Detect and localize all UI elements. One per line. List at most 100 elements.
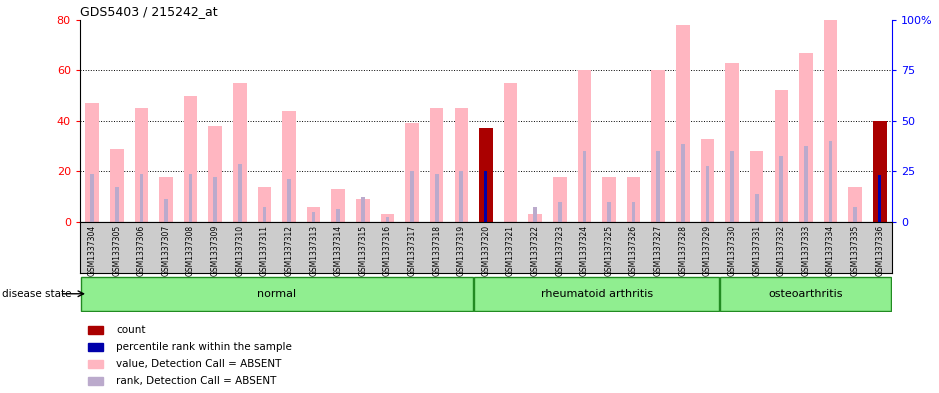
Bar: [410, 171, 414, 222]
Bar: [386, 217, 390, 222]
Bar: [307, 207, 320, 222]
Bar: [88, 326, 102, 334]
Text: GSM1337335: GSM1337335: [851, 224, 859, 276]
Text: rheumatoid arthritis: rheumatoid arthritis: [541, 289, 653, 299]
Bar: [848, 187, 862, 222]
Text: percentile rank within the sample: percentile rank within the sample: [116, 342, 292, 352]
Text: normal: normal: [257, 289, 297, 299]
Bar: [656, 151, 660, 222]
Text: GSM1337326: GSM1337326: [629, 224, 639, 276]
Bar: [134, 108, 148, 222]
Text: GSM1337333: GSM1337333: [801, 224, 810, 276]
Bar: [81, 277, 473, 310]
Bar: [504, 83, 517, 222]
Text: GSM1337329: GSM1337329: [703, 224, 712, 276]
Text: GSM1337309: GSM1337309: [210, 224, 220, 276]
Bar: [632, 202, 636, 222]
Text: GSM1337318: GSM1337318: [432, 224, 441, 275]
Text: GSM1337307: GSM1337307: [162, 224, 171, 276]
Bar: [88, 343, 102, 351]
Bar: [110, 149, 124, 222]
Text: GSM1337332: GSM1337332: [777, 224, 786, 276]
Text: GSM1337327: GSM1337327: [654, 224, 663, 276]
Bar: [160, 176, 173, 222]
Bar: [459, 171, 463, 222]
Bar: [775, 90, 788, 222]
Text: GSM1337320: GSM1337320: [482, 224, 490, 276]
Bar: [681, 143, 685, 222]
Text: value, Detection Call = ABSENT: value, Detection Call = ABSENT: [116, 359, 282, 369]
Bar: [406, 123, 419, 222]
Text: GSM1337317: GSM1337317: [408, 224, 417, 276]
Text: GSM1337312: GSM1337312: [285, 224, 294, 275]
Bar: [213, 176, 217, 222]
Bar: [184, 95, 197, 222]
Bar: [720, 277, 891, 310]
Text: count: count: [116, 325, 146, 335]
Bar: [676, 25, 689, 222]
Text: GSM1337310: GSM1337310: [236, 224, 244, 276]
Text: rank, Detection Call = ABSENT: rank, Detection Call = ABSENT: [116, 376, 277, 386]
Bar: [700, 139, 715, 222]
Bar: [90, 174, 94, 222]
Bar: [88, 377, 102, 385]
Bar: [238, 164, 241, 222]
Bar: [799, 53, 812, 222]
Bar: [577, 70, 592, 222]
Bar: [140, 174, 143, 222]
Bar: [582, 151, 586, 222]
Bar: [652, 70, 665, 222]
Bar: [287, 179, 291, 222]
Text: osteoarthritis: osteoarthritis: [769, 289, 843, 299]
Text: GSM1337325: GSM1337325: [605, 224, 613, 276]
Bar: [312, 212, 316, 222]
Text: GSM1337324: GSM1337324: [580, 224, 589, 276]
Bar: [731, 151, 734, 222]
Text: GSM1337321: GSM1337321: [506, 224, 516, 275]
Text: GSM1337306: GSM1337306: [137, 224, 146, 276]
Text: GSM1337313: GSM1337313: [309, 224, 318, 276]
Text: GSM1337315: GSM1337315: [359, 224, 367, 276]
Text: GSM1337311: GSM1337311: [260, 224, 269, 275]
Bar: [454, 108, 468, 222]
Bar: [553, 176, 566, 222]
Bar: [283, 111, 296, 222]
Bar: [627, 176, 640, 222]
Bar: [873, 121, 886, 222]
Text: GSM1337330: GSM1337330: [728, 224, 736, 276]
Bar: [750, 151, 763, 222]
Bar: [529, 215, 542, 222]
Bar: [356, 199, 370, 222]
Bar: [336, 209, 340, 222]
Text: GSM1337322: GSM1337322: [531, 224, 540, 275]
Bar: [435, 174, 439, 222]
Bar: [430, 108, 443, 222]
Bar: [263, 207, 267, 222]
Bar: [878, 176, 881, 222]
Bar: [233, 83, 247, 222]
Bar: [479, 129, 493, 222]
Text: GSM1337336: GSM1337336: [875, 224, 885, 276]
Text: GSM1337334: GSM1337334: [826, 224, 835, 276]
Text: GSM1337305: GSM1337305: [113, 224, 121, 276]
Bar: [474, 277, 719, 310]
Bar: [558, 202, 562, 222]
Text: GSM1337331: GSM1337331: [752, 224, 762, 276]
Bar: [533, 207, 537, 222]
Bar: [608, 202, 611, 222]
Bar: [380, 215, 394, 222]
Text: GSM1337316: GSM1337316: [383, 224, 392, 276]
Text: disease state: disease state: [2, 288, 71, 299]
Text: GSM1337319: GSM1337319: [456, 224, 466, 276]
Bar: [602, 176, 616, 222]
Bar: [85, 103, 99, 222]
Bar: [804, 146, 808, 222]
Text: GSM1337308: GSM1337308: [186, 224, 195, 276]
Bar: [189, 174, 192, 222]
Bar: [485, 171, 487, 222]
Bar: [755, 194, 759, 222]
Text: GSM1337328: GSM1337328: [678, 224, 687, 275]
Bar: [164, 199, 168, 222]
Bar: [705, 166, 709, 222]
Bar: [331, 189, 345, 222]
